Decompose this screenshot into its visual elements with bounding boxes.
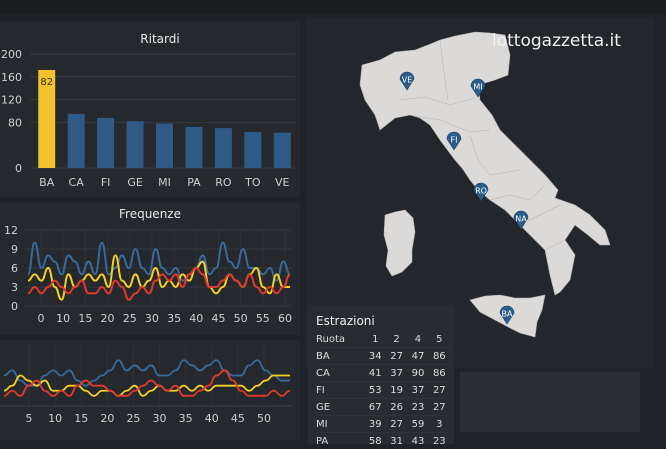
cell: 37	[386, 365, 407, 382]
cell: CA	[316, 365, 365, 382]
column-header: 2	[386, 331, 407, 348]
cell: 86	[429, 365, 450, 382]
cell: 31	[386, 433, 407, 449]
cell: FI	[316, 382, 365, 399]
cell: 39	[365, 416, 386, 433]
cell: 27	[386, 416, 407, 433]
map-pin-label: BA	[502, 310, 513, 319]
cell: 26	[386, 399, 407, 416]
cell: 19	[386, 382, 407, 399]
cell: MI	[316, 416, 365, 433]
table-title: Estrazioni	[316, 314, 450, 328]
cell: 23	[407, 399, 428, 416]
table-header-row: Ruota 1 2 4 5	[316, 331, 450, 348]
cell: 58	[365, 433, 386, 449]
cell: 86	[429, 348, 450, 365]
cell: 67	[365, 399, 386, 416]
cell: 23	[429, 433, 450, 449]
column-header: Ruota	[316, 331, 365, 348]
sardinia	[384, 210, 415, 276]
brand-logo-text[interactable]: lottogazzetta.it	[492, 31, 621, 51]
cell: 27	[386, 348, 407, 365]
cell: 27	[429, 399, 450, 416]
cell: 47	[407, 348, 428, 365]
column-header: 1	[365, 331, 386, 348]
cell: PA	[316, 433, 365, 449]
cell: BA	[316, 348, 365, 365]
column-header: 4	[407, 331, 428, 348]
map-pin-label: VE	[402, 76, 413, 85]
cell: 34	[365, 348, 386, 365]
map-pin-label: FI	[451, 136, 458, 145]
cell: 27	[429, 382, 450, 399]
cell: 3	[429, 416, 450, 433]
cell: 90	[407, 365, 428, 382]
cell: 43	[407, 433, 428, 449]
cell: 59	[407, 416, 428, 433]
map-pin-label: MI	[473, 83, 482, 92]
column-header: 5	[429, 331, 450, 348]
cell: 37	[407, 382, 428, 399]
cell: 41	[365, 365, 386, 382]
cell: GE	[316, 399, 365, 416]
map-pin-label: RO	[475, 187, 487, 196]
cell: 53	[365, 382, 386, 399]
map-pin-label: NA	[515, 215, 527, 224]
